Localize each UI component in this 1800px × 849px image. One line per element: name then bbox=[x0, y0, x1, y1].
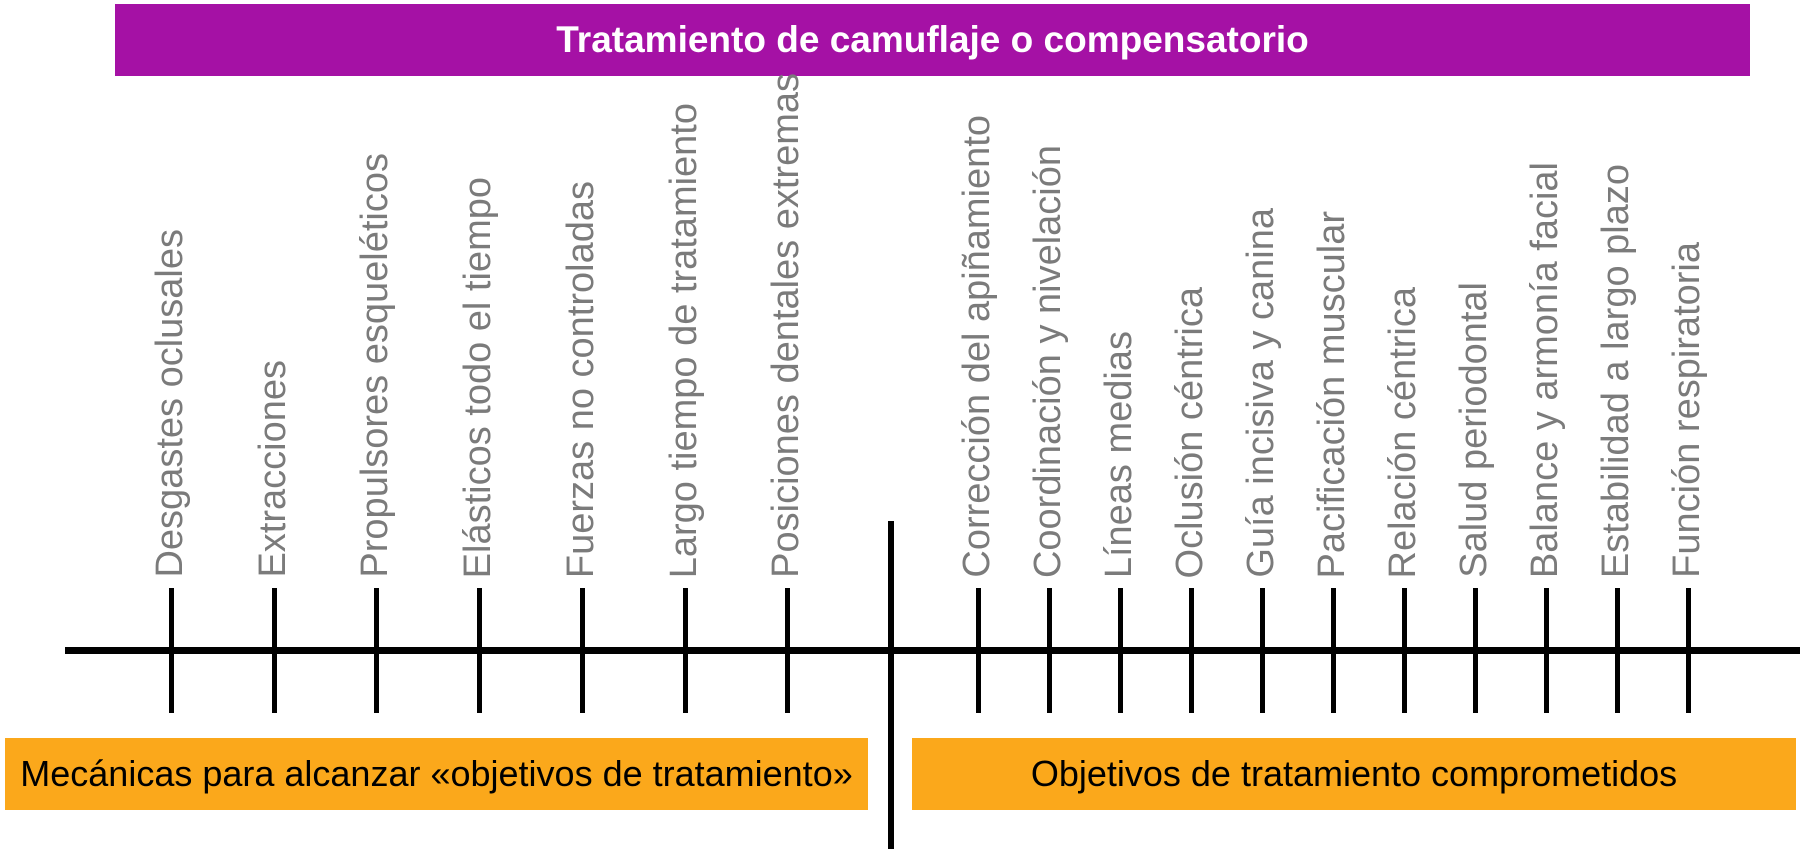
left-axis-item-label: Desgastes oclusales bbox=[149, 229, 191, 578]
right-axis-item-label: Estabilidad a largo plazo bbox=[1595, 163, 1637, 578]
right-axis-item-label: Relación céntrica bbox=[1382, 286, 1424, 578]
left-axis-item-label: Propulsores esqueléticos bbox=[354, 153, 396, 578]
left-bottom-banner-label: Mecánicas para alcanzar «objetivos de tr… bbox=[20, 753, 853, 794]
right-axis-item-label: Salud periodontal bbox=[1453, 282, 1495, 578]
right-axis-item-label: Guía incisiva y canina bbox=[1240, 208, 1282, 578]
left-axis-item-label: Posiciones dentales extremas bbox=[765, 73, 807, 578]
right-bottom-banner-label: Objetivos de tratamiento comprometidos bbox=[1030, 753, 1678, 794]
left-axis-item-label: Extracciones bbox=[252, 360, 294, 578]
left-bottom-banner: Mecánicas para alcanzar «objetivos de tr… bbox=[5, 738, 868, 810]
left-axis-item-label: Largo tiempo de tratamiento bbox=[663, 102, 705, 578]
title-banner: Tratamiento de camuflaje o compensatorio bbox=[115, 4, 1750, 76]
axis-line bbox=[65, 647, 1800, 654]
right-axis-item-label: Oclusión céntrica bbox=[1169, 286, 1211, 578]
center-divider-line bbox=[888, 521, 894, 849]
right-axis-item-label: Líneas medias bbox=[1098, 330, 1140, 578]
left-axis-item-label: Elásticos todo el tiempo bbox=[457, 176, 499, 578]
left-axis-item-label: Fuerzas no controladas bbox=[560, 180, 602, 578]
right-axis-item-label: Corrección del apiñamiento bbox=[956, 115, 998, 578]
right-axis-item-label: Función respiratoria bbox=[1666, 242, 1708, 578]
right-axis-item-label: Coordinación y nivelación bbox=[1027, 144, 1069, 578]
right-axis-item-label: Balance y armonía facial bbox=[1524, 161, 1566, 578]
right-bottom-banner: Objetivos de tratamiento comprometidos bbox=[912, 738, 1796, 810]
title-banner-label: Tratamiento de camuflaje o compensatorio bbox=[556, 19, 1309, 60]
right-axis-item-label: Pacificación muscular bbox=[1311, 210, 1353, 578]
